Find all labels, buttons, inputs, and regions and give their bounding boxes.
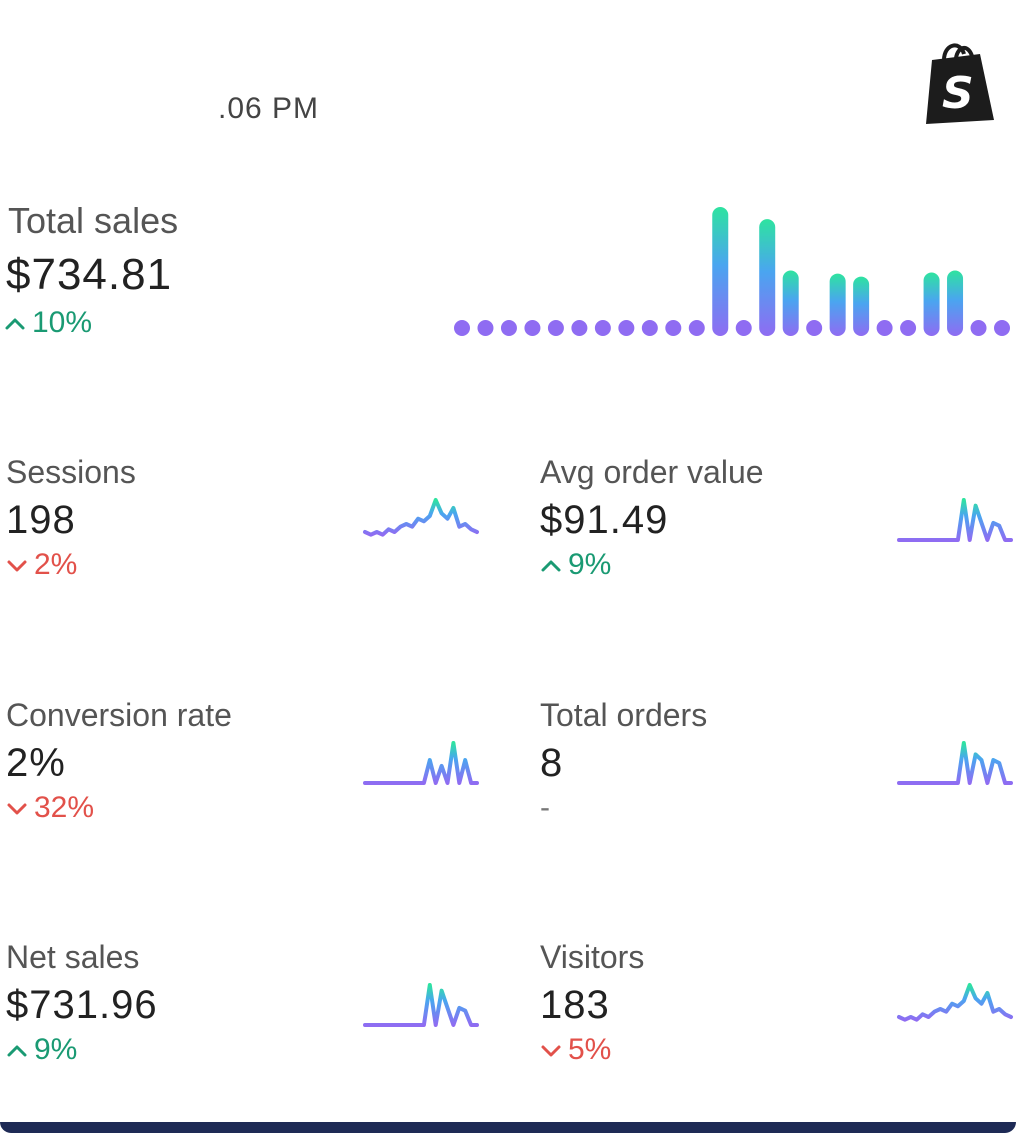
metric-sessions[interactable]: Sessions 198 2% — [6, 454, 496, 594]
bar-dot-1 — [454, 320, 470, 336]
bar-dot-4 — [524, 320, 541, 336]
arrow-down-icon — [541, 1045, 561, 1057]
metric-change: 32% — [6, 791, 94, 825]
metric-sparkline — [897, 983, 1013, 1022]
metric-sparkline — [363, 741, 479, 785]
bar-dot-23 — [970, 320, 987, 336]
metric-conversion-rate[interactable]: Conversion rate 2% 32% — [6, 697, 496, 837]
metric-change: 2% — [6, 548, 77, 582]
metric-net-sales[interactable]: Net sales $731.96 9% — [6, 939, 496, 1079]
metric-avg-order-value[interactable]: Avg order value $91.49 9% — [540, 454, 1016, 594]
bar-dot-20 — [900, 320, 917, 336]
sparkline-path — [363, 983, 479, 1027]
metric-label: Visitors — [540, 939, 645, 975]
sparkline-path — [363, 498, 479, 537]
bar-dot-10 — [665, 320, 682, 336]
metric-value: 8 — [540, 741, 564, 785]
metric-label: Net sales — [6, 939, 140, 975]
metric-label: Avg order value — [540, 454, 764, 490]
bar-dot-7 — [594, 320, 611, 336]
bar-17 — [829, 273, 846, 336]
sparkline-path — [363, 741, 479, 785]
bar-dot-2 — [477, 320, 494, 336]
metric-label: Total orders — [540, 697, 708, 733]
metric-change: 9% — [540, 548, 611, 582]
bar-dot-6 — [571, 320, 588, 336]
bar-dot-19 — [876, 320, 893, 336]
total-sales-change-value: 10% — [32, 306, 93, 339]
bar-dot-11 — [688, 320, 705, 336]
metric-value: 198 — [6, 498, 76, 542]
metric-value: $91.49 — [540, 498, 669, 542]
metric-change: 5% — [540, 1033, 611, 1067]
metric-change-value: 9% — [568, 548, 612, 581]
bar-dot-9 — [641, 320, 658, 336]
total-sales-value: $734.81 — [6, 250, 173, 299]
bar-dot-13 — [735, 320, 752, 336]
arrow-down-icon — [7, 560, 27, 572]
bar-dot-8 — [618, 320, 635, 336]
metric-value: $731.96 — [6, 983, 158, 1027]
bar-dot-3 — [500, 320, 517, 336]
arrow-down-icon — [7, 803, 27, 815]
bar-dot-16 — [806, 320, 823, 336]
metric-visitors[interactable]: Visitors 183 5% — [540, 939, 1016, 1079]
metric-value: 2% — [6, 741, 66, 785]
sparkline-path — [897, 741, 1013, 785]
bottom-edge — [0, 1122, 1016, 1133]
total-sales-bar-chart — [454, 207, 1010, 336]
arrow-up-icon — [541, 560, 561, 572]
bar-15 — [782, 270, 799, 336]
timestamp: .06 PM — [218, 92, 320, 125]
arrow-up-icon — [5, 318, 25, 330]
metric-change-value: - — [540, 791, 550, 824]
metric-sparkline — [363, 498, 479, 537]
metric-change: 9% — [6, 1033, 77, 1067]
bar-dot-5 — [547, 320, 564, 336]
metric-label: Conversion rate — [6, 697, 232, 733]
metric-sparkline — [897, 498, 1013, 542]
metric-label: Sessions — [6, 454, 136, 490]
total-sales-change: 10% — [4, 306, 92, 340]
bar-21 — [923, 272, 940, 336]
metric-change: - — [540, 791, 550, 825]
bar-12 — [712, 207, 729, 336]
metric-value: 183 — [540, 983, 610, 1027]
metric-change-value: 2% — [34, 548, 78, 581]
arrow-up-icon — [7, 1045, 27, 1057]
metric-change-value: 5% — [568, 1033, 612, 1066]
metric-sparkline — [897, 741, 1013, 785]
bar-22 — [947, 270, 964, 336]
metric-total-orders[interactable]: Total orders 8 - — [540, 697, 1016, 837]
bar-18 — [853, 276, 870, 336]
total-sales-label: Total sales — [8, 200, 179, 241]
bar-dot-24 — [994, 320, 1010, 336]
metric-change-value: 9% — [34, 1033, 78, 1066]
sparkline-path — [897, 983, 1013, 1022]
metric-change-value: 32% — [34, 791, 95, 824]
shopify-bag-icon[interactable]: S — [920, 38, 998, 126]
metric-sparkline — [363, 983, 479, 1027]
sparkline-path — [897, 498, 1013, 542]
bar-14 — [759, 219, 776, 336]
svg-text:S: S — [942, 68, 974, 119]
